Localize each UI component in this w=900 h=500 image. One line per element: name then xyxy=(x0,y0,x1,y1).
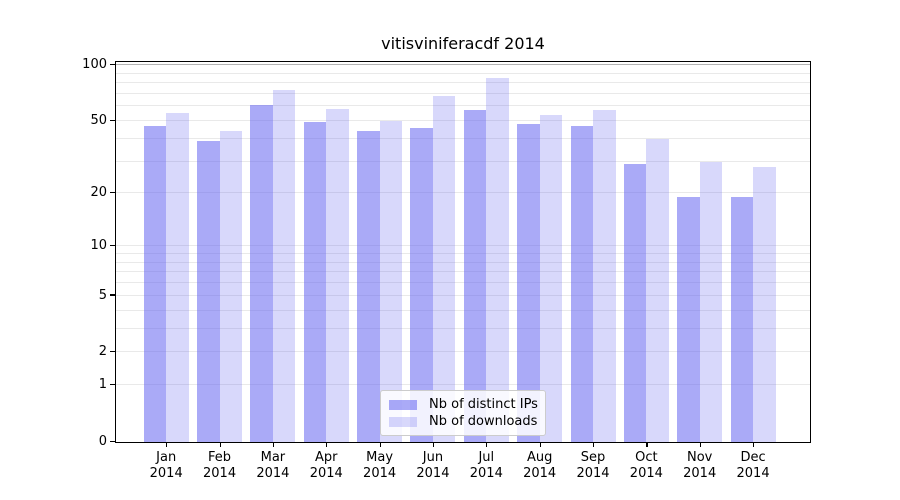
gridline-50 xyxy=(116,119,810,121)
legend-row-distinct-ips: Nb of distinct IPs xyxy=(389,396,538,413)
y-tick-label-50: 50 xyxy=(90,112,107,128)
y-tick-label-0: 0 xyxy=(98,434,107,449)
x-tick-mar xyxy=(272,442,275,447)
y-tick-1 xyxy=(110,384,115,386)
x-tick-aug xyxy=(539,442,541,447)
x-tick-label-jul: Jul 2014 xyxy=(469,450,503,481)
gridline-70 xyxy=(116,92,810,94)
gridline-8 xyxy=(116,261,810,263)
x-tick-label-nov: Nov 2014 xyxy=(683,450,717,481)
x-tick-label-aug: Aug 2014 xyxy=(523,450,557,481)
bar-jun-distinct-ips xyxy=(410,127,433,442)
gridline-80 xyxy=(116,82,810,84)
chart-title: vitisviniferacdf 2014 xyxy=(381,34,545,53)
y-tick-10 xyxy=(110,244,115,247)
x-tick-label-mar: Mar 2014 xyxy=(256,450,290,481)
y-tick-label-5: 5 xyxy=(98,287,107,303)
gridline-2 xyxy=(116,351,810,353)
y-tick-label-100: 100 xyxy=(82,57,107,72)
bar-jan-downloads xyxy=(166,113,189,442)
x-tick-oct xyxy=(646,442,648,447)
bar-nov-downloads xyxy=(699,161,723,442)
gridline-5 xyxy=(116,294,810,296)
legend-row-downloads: Nb of downloads xyxy=(389,413,537,430)
x-tick-label-dec: Dec 2014 xyxy=(736,450,770,481)
y-tick-label-10: 10 xyxy=(90,238,107,254)
legend-swatch-downloads xyxy=(389,416,417,427)
x-tick-sep xyxy=(593,442,595,447)
x-tick-jul xyxy=(486,442,488,447)
x-tick-label-feb: Feb 2014 xyxy=(203,450,237,481)
x-tick-apr xyxy=(326,442,328,447)
y-tick-label-1: 1 xyxy=(98,377,107,393)
y-tick-label-2: 2 xyxy=(98,344,107,360)
x-tick-label-apr: Apr 2014 xyxy=(309,450,343,481)
gridline-1 xyxy=(116,384,810,386)
bar-jan-distinct-ips xyxy=(143,125,167,442)
gridline-4 xyxy=(116,309,810,311)
x-tick-jun xyxy=(432,442,435,447)
bar-aug-distinct-ips xyxy=(517,124,540,442)
y-tick-2 xyxy=(110,351,115,353)
gridline-100 xyxy=(116,64,810,65)
bar-sep-distinct-ips xyxy=(570,125,593,442)
y-tick-20 xyxy=(110,192,115,194)
x-tick-feb xyxy=(219,442,221,447)
bar-dec-distinct-ips xyxy=(730,197,754,442)
x-tick-label-may: May 2014 xyxy=(363,450,397,481)
x-tick-may xyxy=(379,442,381,447)
bar-may-distinct-ips xyxy=(357,131,380,442)
y-tick-label-20: 20 xyxy=(90,185,107,201)
bar-aug-downloads xyxy=(539,114,563,442)
bar-jun-downloads xyxy=(432,96,456,442)
legend-swatch-distinct-ips xyxy=(389,399,417,410)
bar-dec-downloads xyxy=(753,166,776,442)
x-tick-label-jan: Jan 2014 xyxy=(149,450,183,481)
y-tick-100 xyxy=(110,63,115,65)
bar-apr-distinct-ips xyxy=(303,122,327,442)
legend: Nb of distinct IPs Nb of downloads xyxy=(380,390,546,436)
gridline-3 xyxy=(116,327,810,329)
bar-oct-distinct-ips xyxy=(623,164,647,442)
gridline-20 xyxy=(116,192,810,194)
bar-jul-distinct-ips xyxy=(463,110,487,442)
bar-apr-downloads xyxy=(326,108,349,442)
bar-mar-downloads xyxy=(272,90,296,442)
bar-oct-downloads xyxy=(646,138,669,442)
gridline-6 xyxy=(116,282,810,284)
bar-nov-distinct-ips xyxy=(677,197,700,442)
x-tick-dec xyxy=(753,442,755,447)
gridline-60 xyxy=(116,105,810,107)
bar-mar-distinct-ips xyxy=(250,104,273,442)
y-tick-0 xyxy=(110,440,115,442)
bar-jul-downloads xyxy=(486,78,509,442)
x-tick-label-sep: Sep 2014 xyxy=(576,450,610,481)
y-tick-50 xyxy=(110,119,115,121)
gridline-10 xyxy=(116,245,810,247)
bar-feb-downloads xyxy=(219,131,243,442)
gridline-9 xyxy=(116,252,810,254)
legend-label-distinct-ips: Nb of distinct IPs xyxy=(429,397,538,412)
x-tick-jan xyxy=(166,442,168,447)
x-tick-nov xyxy=(699,442,701,447)
x-tick-label-oct: Oct 2014 xyxy=(629,450,663,481)
plot-area: 0 1 2 5 10 20 50 100 Jan 2014 Feb 2014 Mar 2014 Apr 201… xyxy=(82,57,811,481)
x-tick-label-jun: Jun 2014 xyxy=(416,450,450,481)
bar-feb-distinct-ips xyxy=(197,140,220,442)
bar-may-downloads xyxy=(379,120,403,442)
gridline-90 xyxy=(116,72,810,74)
bar-sep-downloads xyxy=(593,110,616,442)
gridline-7 xyxy=(116,271,810,273)
legend-label-downloads: Nb of downloads xyxy=(429,414,538,429)
gridline-40 xyxy=(116,137,810,139)
gridline-30 xyxy=(116,160,810,162)
y-tick-5 xyxy=(110,294,115,296)
